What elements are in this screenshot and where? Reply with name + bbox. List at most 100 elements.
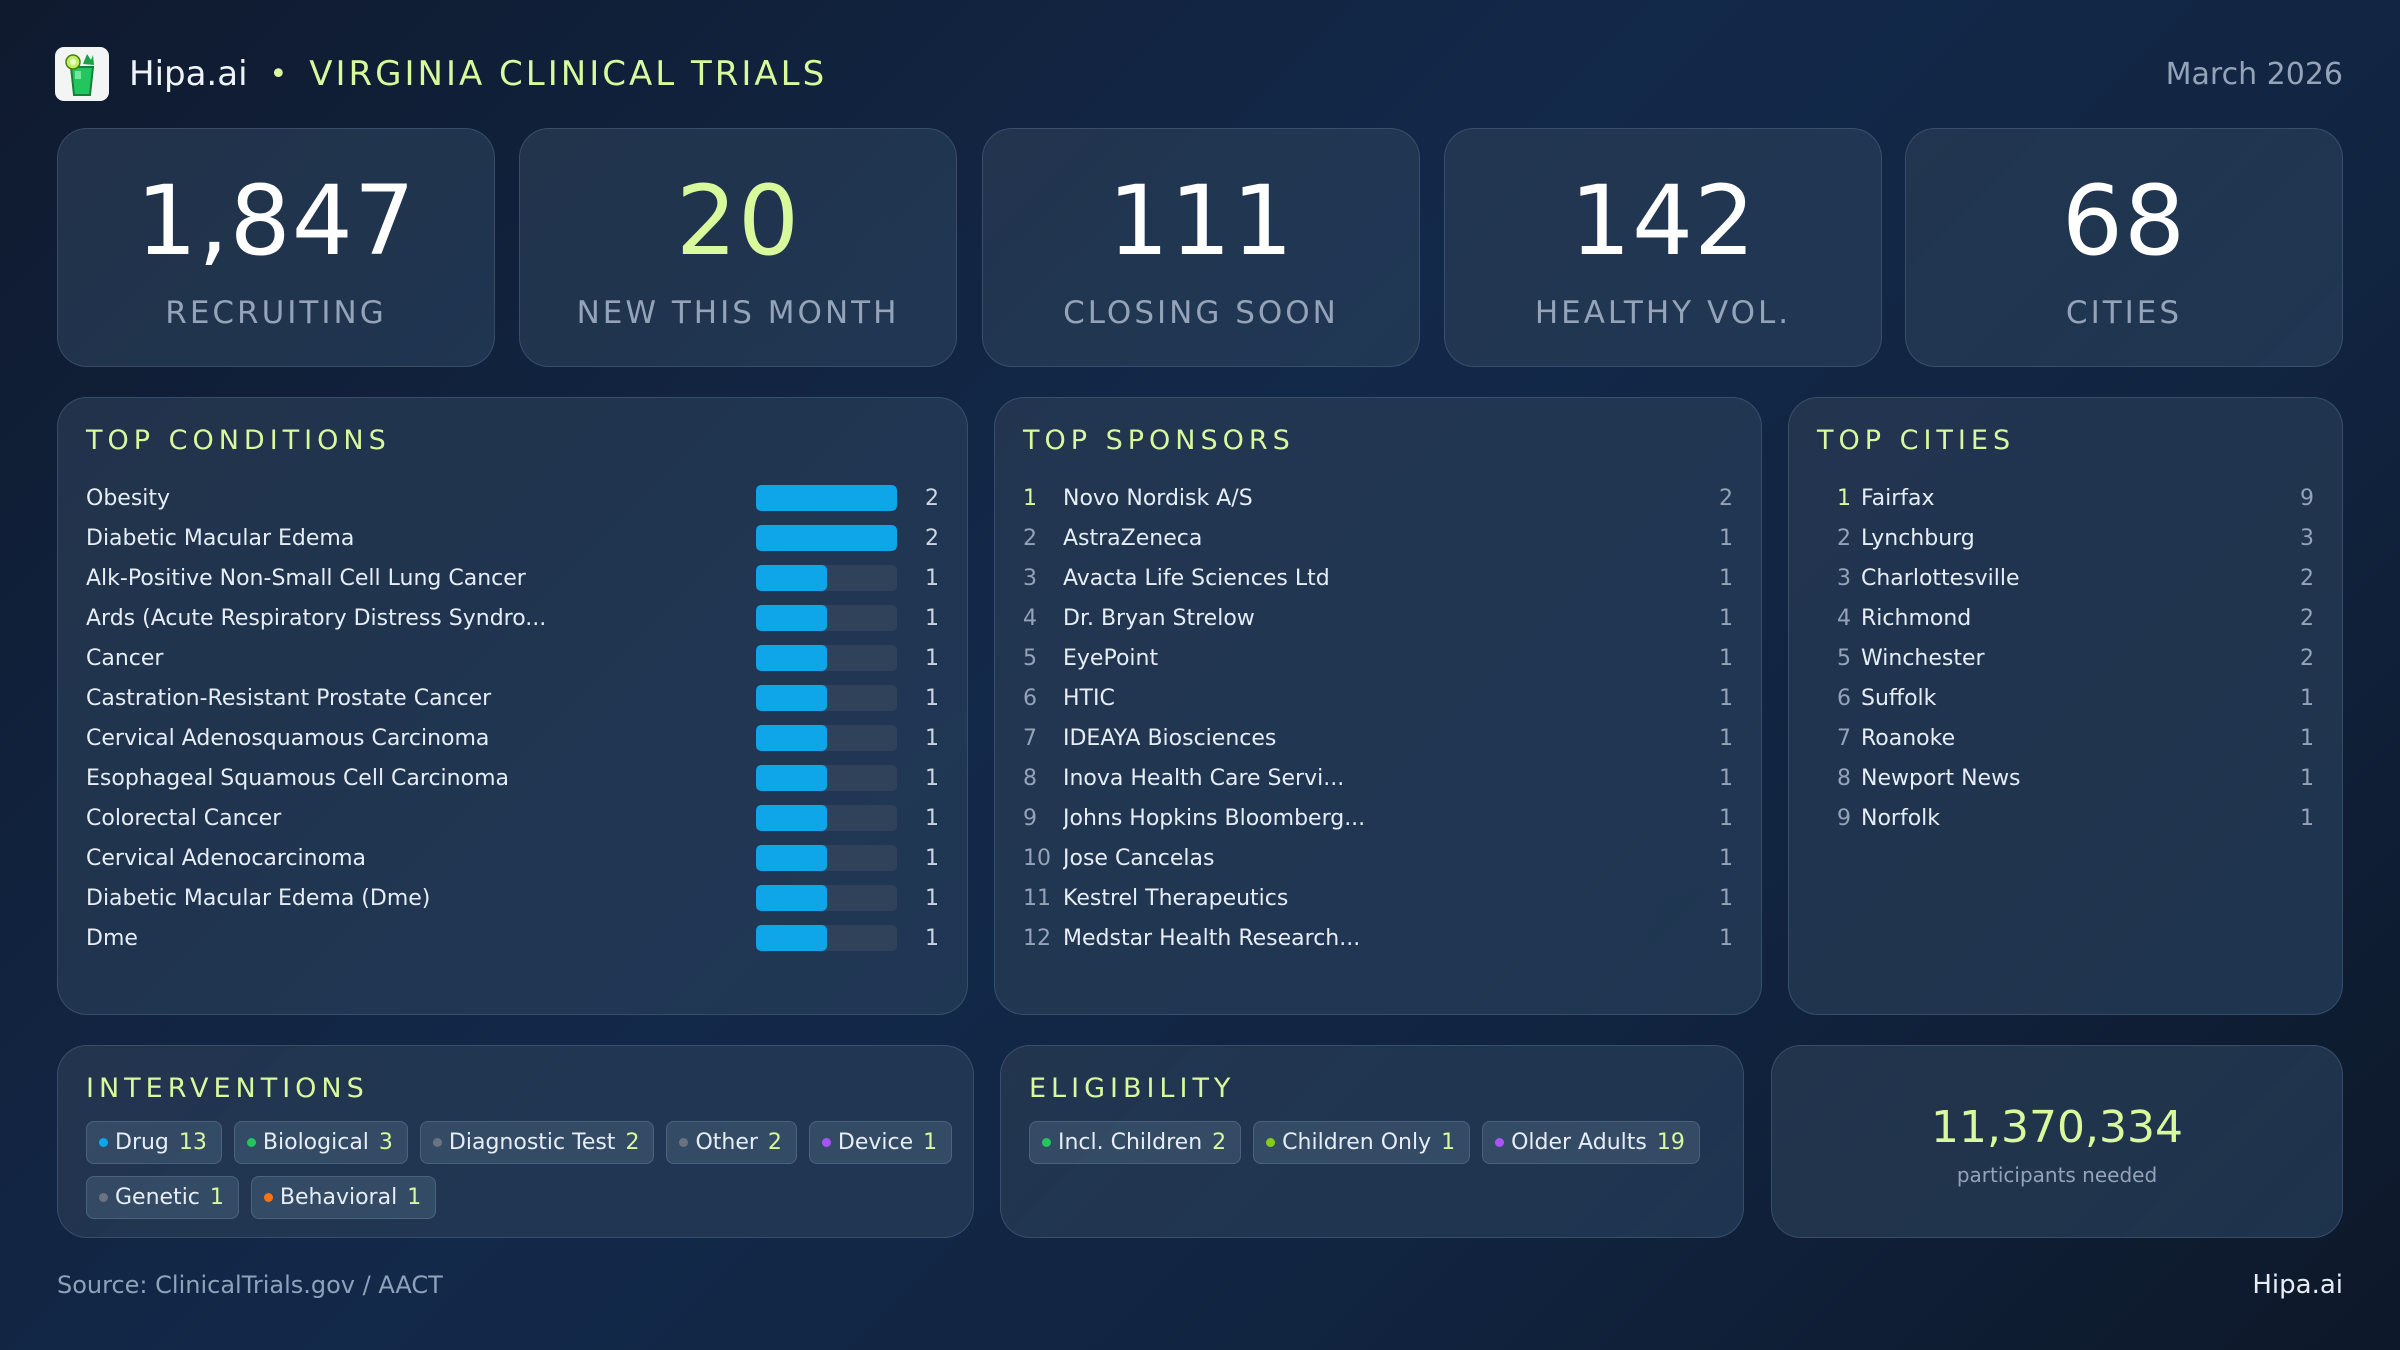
- sponsor-row[interactable]: 11 Kestrel Therapeutics 1: [1023, 878, 1733, 918]
- city-row[interactable]: 6 Suffolk 1: [1827, 678, 2314, 718]
- condition-row[interactable]: Obesity 2: [86, 478, 939, 518]
- color-dot-icon: [1266, 1138, 1276, 1147]
- sponsor-row[interactable]: 2 AstraZeneca 1: [1023, 518, 1733, 558]
- title-separator: •: [269, 56, 288, 92]
- sponsor-row[interactable]: 12 Medstar Health Research... 1: [1023, 918, 1733, 958]
- stat-label: RECRUITING: [165, 295, 387, 331]
- condition-name: Ards (Acute Respiratory Distress Syndro.…: [86, 605, 547, 631]
- condition-row[interactable]: Dme 1: [86, 918, 939, 958]
- sponsor-row[interactable]: 1 Novo Nordisk A/S 2: [1023, 478, 1733, 518]
- sponsor-rank: 10: [1023, 845, 1051, 871]
- condition-bar-fill: [756, 725, 827, 751]
- sponsor-count: 1: [1719, 685, 1733, 711]
- interventions-panel: INTERVENTIONS Drug 13 Biological 3 Diagnosti…: [57, 1045, 974, 1238]
- panel-title: INTERVENTIONS: [86, 1073, 369, 1104]
- condition-name: Colorectal Cancer: [86, 805, 282, 831]
- chip-label: Diagnostic Test: [448, 1130, 616, 1155]
- city-row[interactable]: 4 Richmond 2: [1827, 598, 2314, 638]
- sponsor-name: AstraZeneca: [1063, 525, 1203, 551]
- city-row[interactable]: 5 Winchester 2: [1827, 638, 2314, 678]
- eligibility-chip[interactable]: Incl. Children 2: [1029, 1121, 1242, 1164]
- eligibility-chip[interactable]: Children Only 1: [1253, 1121, 1471, 1164]
- color-dot-icon: [1495, 1138, 1505, 1147]
- condition-count: 1: [925, 725, 939, 751]
- sponsor-row[interactable]: 10 Jose Cancelas 1: [1023, 838, 1733, 878]
- sponsor-row[interactable]: 7 IDEAYA Biosciences 1: [1023, 718, 1733, 758]
- condition-name: Cervical Adenosquamous Carcinoma: [86, 725, 490, 751]
- sponsor-row[interactable]: 5 EyePoint 1: [1023, 638, 1733, 678]
- intervention-chip[interactable]: Genetic 1: [86, 1176, 239, 1219]
- condition-row[interactable]: Diabetic Macular Edema (Dme) 1: [86, 878, 939, 918]
- condition-bar: [756, 605, 897, 631]
- sponsor-row[interactable]: 8 Inova Health Care Servi... 1: [1023, 758, 1733, 798]
- city-row[interactable]: 2 Lynchburg 3: [1827, 518, 2314, 558]
- stat-card-new-this-month: 20 NEW THIS MONTH: [519, 128, 957, 367]
- stat-label: CLOSING SOON: [1063, 295, 1339, 331]
- condition-row[interactable]: Cervical Adenocarcinoma 1: [86, 838, 939, 878]
- condition-bar: [756, 765, 897, 791]
- stat-value: 20: [675, 165, 801, 277]
- chip-label: Children Only: [1282, 1130, 1432, 1155]
- condition-bar: [756, 725, 897, 751]
- condition-bar: [756, 925, 897, 951]
- sponsor-name: Johns Hopkins Bloomberg...: [1063, 805, 1366, 831]
- condition-row[interactable]: Esophageal Squamous Cell Carcinoma 1: [86, 758, 939, 798]
- sponsor-row[interactable]: 6 HTIC 1: [1023, 678, 1733, 718]
- intervention-chip[interactable]: Biological 3: [233, 1121, 408, 1164]
- condition-name: Diabetic Macular Edema (Dme): [86, 885, 431, 911]
- intervention-chip[interactable]: Diagnostic Test 2: [419, 1121, 655, 1164]
- condition-row[interactable]: Alk-Positive Non-Small Cell Lung Cancer 1: [86, 558, 939, 598]
- city-row[interactable]: 1 Fairfax 9: [1827, 478, 2314, 518]
- city-count: 1: [2300, 805, 2314, 831]
- sponsor-row[interactable]: 9 Johns Hopkins Bloomberg... 1: [1023, 798, 1733, 838]
- condition-bar-fill: [756, 565, 827, 591]
- sponsor-rank: 7: [1023, 725, 1037, 751]
- chip-count: 13: [178, 1130, 207, 1155]
- sponsor-count: 2: [1719, 485, 1733, 511]
- chip-count: 1: [209, 1185, 224, 1210]
- city-row[interactable]: 8 Newport News 1: [1827, 758, 2314, 798]
- sponsor-name: HTIC: [1063, 685, 1115, 711]
- eligibility-chip[interactable]: Older Adults 19: [1482, 1121, 1700, 1164]
- sponsor-rank: 3: [1023, 565, 1037, 591]
- condition-bar-fill: [756, 805, 827, 831]
- city-count: 1: [2300, 685, 2314, 711]
- panel-title: TOP CITIES: [1817, 425, 2016, 456]
- city-count: 2: [2300, 565, 2314, 591]
- condition-row[interactable]: Colorectal Cancer 1: [86, 798, 939, 838]
- condition-bar-fill: [756, 645, 827, 671]
- top-sponsors-panel: TOP SPONSORS 1 Novo Nordisk A/S 2 2 AstraZen…: [994, 397, 1762, 1015]
- city-name: Suffolk: [1861, 685, 1937, 711]
- sponsor-row[interactable]: 3 Avacta Life Sciences Ltd 1: [1023, 558, 1733, 598]
- chip-count: 1: [923, 1130, 938, 1155]
- sponsor-name: EyePoint: [1063, 645, 1159, 671]
- city-count: 1: [2300, 765, 2314, 791]
- city-row[interactable]: 9 Norfolk 1: [1827, 798, 2314, 838]
- city-row[interactable]: 3 Charlottesville 2: [1827, 558, 2314, 598]
- sponsor-name: Novo Nordisk A/S: [1063, 485, 1253, 511]
- condition-bar: [756, 645, 897, 671]
- intervention-chip[interactable]: Other 2: [666, 1121, 797, 1164]
- city-rank: 1: [1837, 485, 1851, 511]
- condition-count: 1: [925, 925, 939, 951]
- stat-card-recruiting: 1,847 RECRUITING: [57, 128, 495, 367]
- intervention-chip[interactable]: Drug 13: [86, 1121, 222, 1164]
- stat-value: 142: [1569, 165, 1757, 277]
- stat-card-closing-soon: 111 CLOSING SOON: [982, 128, 1420, 367]
- city-row[interactable]: 7 Roanoke 1: [1827, 718, 2314, 758]
- sponsor-row[interactable]: 4 Dr. Bryan Strelow 1: [1023, 598, 1733, 638]
- condition-row[interactable]: Cancer 1: [86, 638, 939, 678]
- condition-row[interactable]: Cervical Adenosquamous Carcinoma 1: [86, 718, 939, 758]
- condition-row[interactable]: Castration-Resistant Prostate Cancer 1: [86, 678, 939, 718]
- condition-name: Diabetic Macular Edema: [86, 525, 355, 551]
- stat-label: HEALTHY VOL.: [1534, 295, 1792, 331]
- condition-name: Cancer: [86, 645, 164, 671]
- condition-row[interactable]: Ards (Acute Respiratory Distress Syndro.…: [86, 598, 939, 638]
- intervention-chip[interactable]: Behavioral 1: [250, 1176, 437, 1219]
- condition-count: 1: [925, 565, 939, 591]
- sponsor-count: 1: [1719, 565, 1733, 591]
- condition-row[interactable]: Diabetic Macular Edema 2: [86, 518, 939, 558]
- condition-count: 1: [925, 845, 939, 871]
- intervention-chip[interactable]: Device 1: [808, 1121, 953, 1164]
- sponsor-count: 1: [1719, 845, 1733, 871]
